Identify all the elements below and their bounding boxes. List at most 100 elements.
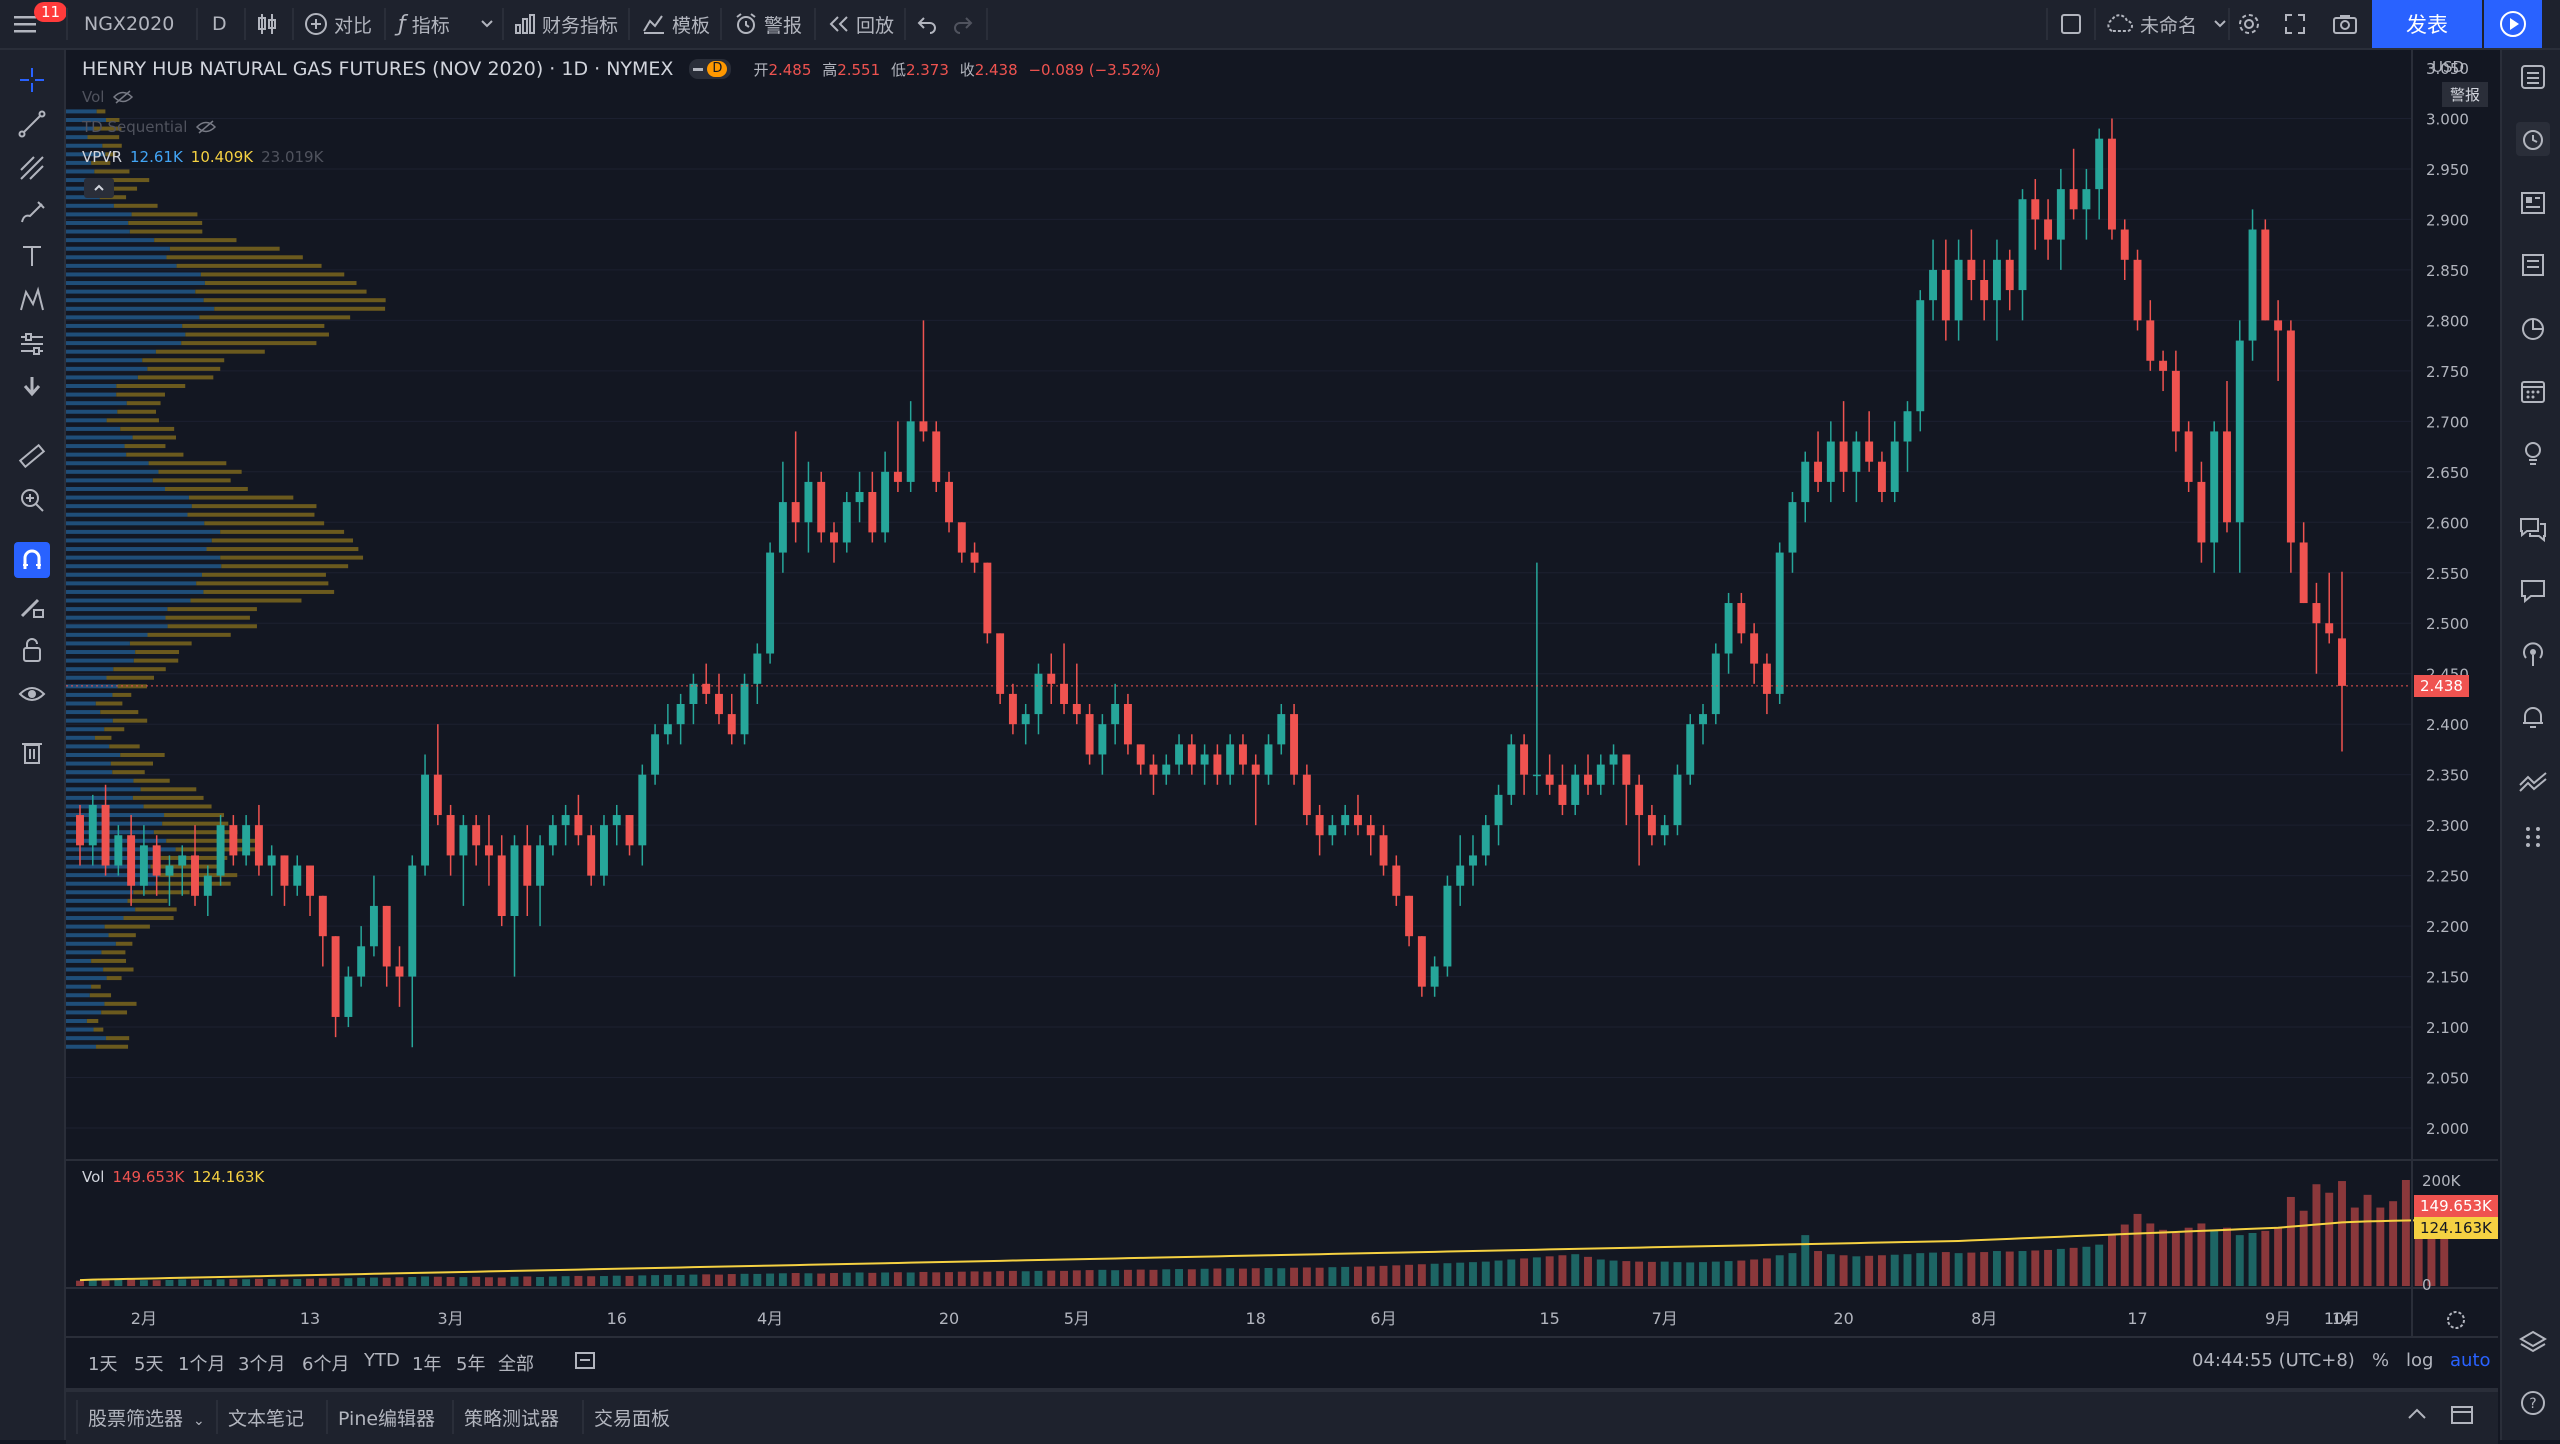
text-tool[interactable] [16, 240, 48, 272]
hotlist-button[interactable] [2516, 248, 2550, 282]
fib-tool[interactable] [16, 152, 48, 184]
chart-style-button[interactable] [256, 0, 278, 48]
object-tree-button[interactable] [2516, 1326, 2550, 1360]
ruler-tool[interactable] [16, 440, 48, 472]
redo-button[interactable] [952, 0, 974, 48]
axis-settings-gear-icon[interactable] [2447, 1311, 2465, 1329]
watchlist-button[interactable] [2516, 60, 2550, 94]
vpvr-up-bar [66, 495, 189, 500]
percent-toggle[interactable]: % [2372, 1350, 2389, 1371]
templates-button[interactable]: 模板 [642, 0, 710, 48]
vpvr-legend[interactable]: VPVR 12.61K 10.409K 23.019K [82, 148, 323, 166]
candle-body [2095, 138, 2104, 190]
range-button[interactable]: 3个月 [238, 1354, 286, 1375]
volume-bar [1315, 1267, 1324, 1286]
alarm-clock-icon [734, 12, 758, 36]
vpvr-up-bar [66, 272, 201, 277]
vpvr-down-bar [117, 409, 157, 414]
volume-bar [932, 1272, 941, 1286]
panel-tab[interactable]: Pine编辑器 [338, 1408, 436, 1430]
candle-body [1852, 441, 1861, 472]
alert-button[interactable]: 警报 [734, 0, 802, 48]
prediction-tool[interactable] [16, 328, 48, 360]
messages-button[interactable] [2516, 574, 2550, 608]
alerts-button[interactable] [2516, 122, 2550, 156]
indicators-dropdown[interactable] [480, 0, 494, 48]
chart-canvas[interactable]: 3.000 2.950 2.900 2.850 2.800 2.750 2.700 2.650… [66, 50, 2498, 1336]
eye-off-icon[interactable] [195, 119, 217, 135]
financials-button[interactable]: 财务指标 [514, 0, 618, 48]
range-button[interactable]: 6个月 [302, 1354, 350, 1375]
symbol-search-button[interactable]: NGX2020 [84, 0, 174, 48]
zoom-tool[interactable] [16, 484, 48, 516]
log-toggle[interactable]: log [2406, 1350, 2433, 1371]
remove-drawings-tool[interactable] [16, 736, 48, 768]
hide-drawings-tool[interactable] [16, 678, 48, 710]
brush-tool[interactable] [16, 196, 48, 228]
settings-button[interactable] [2236, 0, 2262, 48]
td-study-legend[interactable]: TD Sequential [82, 118, 217, 136]
lock-drawings-tool[interactable] [16, 634, 48, 666]
trend-line-tool[interactable] [16, 108, 48, 140]
vpvr-down-bar [105, 152, 116, 157]
range-button[interactable]: 1个月 [178, 1354, 226, 1375]
panel-tab[interactable]: 文本笔记 [228, 1408, 305, 1430]
clock[interactable]: 04:44:55 (UTC+8) [2192, 1350, 2355, 1371]
publish-button[interactable]: 发表 [2372, 0, 2482, 48]
goto-date-button[interactable] [574, 1350, 596, 1375]
timer-button[interactable] [2516, 312, 2550, 346]
data-window-button[interactable] [2516, 186, 2550, 220]
panel-tab[interactable]: 股票筛选器 ⌄ [88, 1408, 205, 1430]
calendar-button[interactable] [2516, 374, 2550, 408]
range-button[interactable]: 1年 [412, 1354, 442, 1375]
maximize-panel-button[interactable] [2450, 1404, 2474, 1431]
auto-toggle[interactable]: auto [2450, 1350, 2491, 1371]
volume-bar [1903, 1254, 1912, 1286]
streams-button[interactable] [2516, 638, 2550, 672]
indicators-label: 指标 [411, 14, 450, 37]
magnet-tool[interactable] [14, 542, 50, 578]
collapse-legend-button[interactable] [84, 178, 114, 198]
trading-button[interactable] [2516, 764, 2550, 798]
collapse-panel-button[interactable] [2406, 1404, 2428, 1426]
panel-tab[interactable]: 策略测试器 [464, 1408, 560, 1430]
help-icon: ? [2519, 1389, 2547, 1417]
play-button[interactable] [2484, 0, 2542, 48]
status-badge[interactable]: D [689, 59, 732, 79]
range-button[interactable]: 全部 [498, 1354, 534, 1375]
crosshair-tool[interactable] [16, 64, 48, 96]
fullscreen-button[interactable] [2284, 0, 2306, 48]
snapshot-button[interactable] [2332, 0, 2358, 48]
range-button[interactable]: 1天 [88, 1354, 118, 1375]
layout-name-button[interactable]: 未命名 [2104, 0, 2227, 48]
undo-button[interactable] [916, 0, 938, 48]
chat-icon [2519, 577, 2547, 605]
pattern-tool[interactable] [16, 284, 48, 316]
gear-icon [2236, 11, 2262, 37]
vpvr-up-bar [66, 504, 192, 509]
menu-button[interactable] [14, 0, 40, 48]
range-button[interactable]: 5年 [456, 1354, 486, 1375]
chats-button[interactable] [2516, 512, 2550, 546]
replay-button[interactable]: 回放 [828, 0, 894, 48]
interval-button[interactable]: D [212, 0, 227, 48]
panel-tab[interactable]: 交易面板 [594, 1408, 671, 1430]
eye-off-icon[interactable] [112, 89, 134, 105]
range-button[interactable]: YTD [364, 1350, 400, 1371]
fullscreen-layout-button[interactable] [2060, 0, 2082, 48]
notifications-button[interactable] [2516, 700, 2550, 734]
range-button[interactable]: 5天 [134, 1354, 164, 1375]
compare-button[interactable]: 对比 [304, 0, 372, 48]
volume-bar [727, 1274, 736, 1286]
vol-study-legend[interactable]: Vol [82, 88, 134, 106]
dom-button[interactable] [2516, 820, 2550, 854]
help-button[interactable]: ? [2516, 1386, 2550, 1420]
candle-body [1929, 269, 1938, 301]
stay-drawing-tool[interactable] [16, 590, 48, 622]
ideas-button[interactable] [2516, 436, 2550, 470]
broadcast-icon [2519, 641, 2547, 669]
vpvr-down-bar [199, 315, 351, 320]
more-tools-button[interactable] [16, 370, 48, 402]
indicators-button[interactable]: ƒ 指标 [398, 0, 450, 48]
candle-body [1801, 461, 1810, 503]
